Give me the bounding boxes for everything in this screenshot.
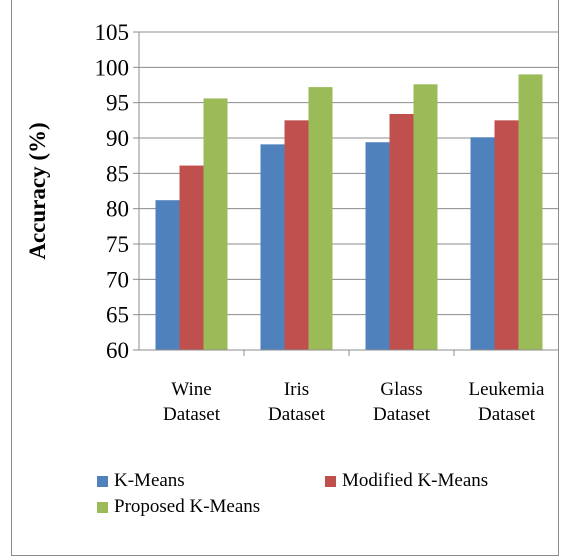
y-tick-labels: 60 65 70 75 80 85 90 95 100 105 bbox=[95, 20, 130, 363]
bar-proposed-k-means-3 bbox=[518, 74, 543, 351]
y-axis-label: Accuracy (%) bbox=[25, 122, 50, 259]
x-tick-label-1-0: Iris bbox=[284, 379, 309, 400]
y-tick-label-95: 95 bbox=[106, 91, 129, 116]
bar-modified-k-means-0 bbox=[179, 165, 204, 350]
x-tick-label-3-1: Dataset bbox=[478, 404, 536, 425]
legend-label-proposed-kmeans: Proposed K-Means bbox=[114, 496, 261, 517]
legend-swatch-modified-kmeans bbox=[325, 475, 336, 487]
y-tick-label-105: 105 bbox=[95, 20, 130, 45]
legend-swatch-proposed-kmeans bbox=[97, 501, 108, 513]
x-tick-label-1-1: Dataset bbox=[268, 404, 326, 425]
bar-proposed-k-means-0 bbox=[203, 98, 228, 350]
bar-modified-k-means-3 bbox=[494, 120, 519, 350]
y-tick-label-70: 70 bbox=[106, 267, 129, 292]
bar-proposed-k-means-1 bbox=[308, 87, 333, 351]
bars bbox=[155, 74, 543, 351]
legend-swatch-kmeans bbox=[97, 475, 108, 487]
x-tick-label-2-0: Glass bbox=[380, 379, 422, 400]
y-tick-label-100: 100 bbox=[95, 55, 130, 80]
bar-k-means-3 bbox=[470, 137, 495, 350]
x-tick-label-2-1: Dataset bbox=[373, 404, 431, 425]
legend-label-modified-kmeans: Modified K-Means bbox=[342, 470, 489, 491]
bar-k-means-0 bbox=[155, 200, 180, 350]
x-tick-label-0-1: Dataset bbox=[163, 404, 221, 425]
bar-k-means-1 bbox=[260, 144, 285, 350]
bar-modified-k-means-2 bbox=[389, 113, 414, 351]
y-tick-label-75: 75 bbox=[106, 232, 129, 257]
bar-chart: 60 65 70 75 80 85 90 95 100 105 Wine Dataset Iris Da… bbox=[25, 20, 559, 425]
y-tick-label-65: 65 bbox=[106, 303, 129, 328]
bar-modified-k-means-1 bbox=[284, 120, 309, 350]
y-tick-label-60: 60 bbox=[106, 338, 129, 363]
y-tick-label-80: 80 bbox=[106, 197, 129, 222]
y-tick-label-85: 85 bbox=[106, 161, 129, 186]
x-tick-label-0-0: Wine bbox=[171, 379, 211, 400]
x-tick-labels: Wine Dataset Iris Dataset Glass Dataset Leukem… bbox=[163, 350, 545, 425]
legend-item-kmeans: K-Means bbox=[97, 470, 185, 492]
legend-item-modified-kmeans: Modified K-Means bbox=[325, 470, 488, 492]
bar-k-means-2 bbox=[365, 142, 390, 350]
legend-label-kmeans: K-Means bbox=[114, 470, 185, 491]
bar-proposed-k-means-2 bbox=[413, 84, 438, 350]
x-tick-label-3-0: Leukemia bbox=[469, 379, 546, 400]
legend-item-proposed-kmeans: Proposed K-Means bbox=[97, 496, 260, 518]
y-tick-label-90: 90 bbox=[106, 126, 129, 151]
